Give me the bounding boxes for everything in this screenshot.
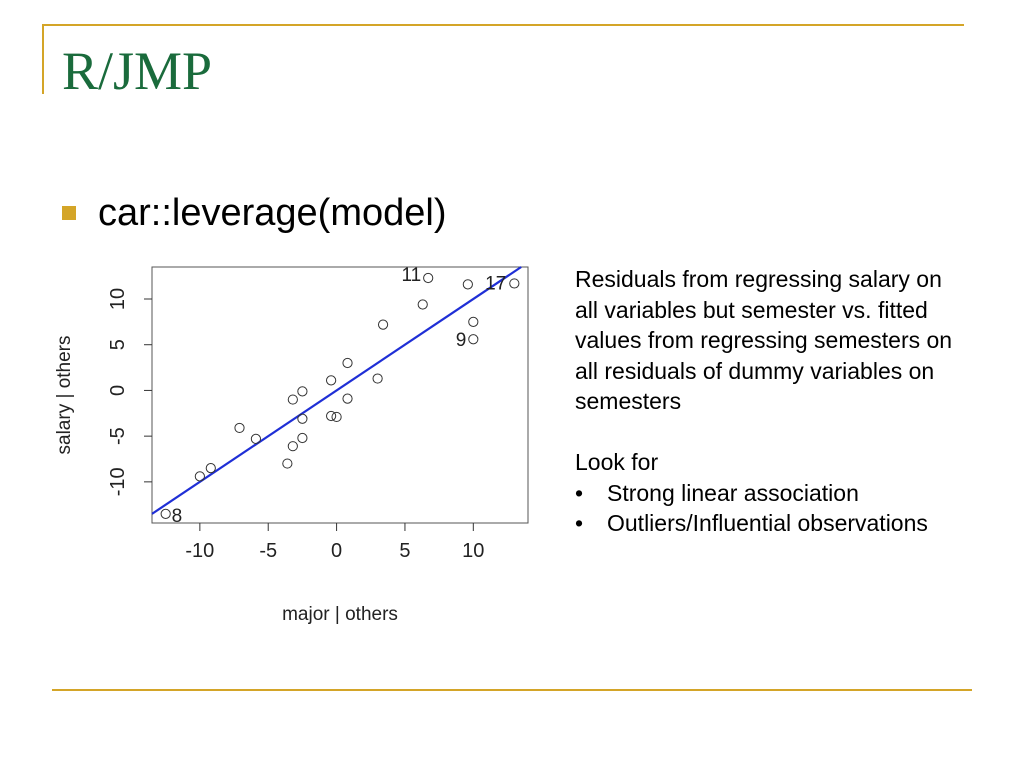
y-axis: -10 -5 0 5 10 <box>107 288 152 496</box>
notes-look-for: Look for <box>575 449 659 475</box>
point-label: 9 <box>456 330 467 351</box>
fit-line <box>151 266 522 515</box>
y-tick-label: 0 <box>107 385 129 396</box>
slide-title: R/JMP <box>62 41 213 101</box>
data-point <box>297 413 308 424</box>
bottom-rule <box>52 689 972 691</box>
data-point <box>331 411 342 423</box>
bullet-item: car::leverage(model) <box>62 188 446 238</box>
x-tick-label: -5 <box>259 540 277 562</box>
bullet-square-icon <box>62 206 76 220</box>
scatter-chart: -10 -5 0 5 10 -10 -5 0 5 10 8 11 9 17 major | other… <box>52 258 552 638</box>
notes-item: Strong linear association <box>575 478 955 509</box>
notes-list: Strong linear association Outliers/Influ… <box>575 478 955 539</box>
data-point <box>417 299 428 310</box>
data-point <box>342 393 353 404</box>
point-label: 8 <box>172 506 183 527</box>
y-tick-label: -10 <box>107 467 129 496</box>
data-point <box>423 272 434 284</box>
y-axis-label: salary | others <box>54 336 75 455</box>
data-point <box>287 394 298 405</box>
fit-line-group <box>151 266 522 515</box>
data-point <box>282 458 293 469</box>
data-point <box>205 463 216 474</box>
data-point <box>468 316 479 327</box>
scatter-plot-svg: -10 -5 0 5 10 -10 -5 0 5 10 8 11 9 17 major | other… <box>54 265 529 625</box>
bullet-text: car::leverage(model) <box>98 191 447 234</box>
data-point <box>462 279 473 290</box>
y-tick-label: -5 <box>107 427 129 445</box>
data-point <box>326 410 337 422</box>
plot-frame <box>151 266 529 524</box>
point-label: 11 <box>401 265 421 286</box>
data-point <box>372 373 383 384</box>
x-tick-label: 5 <box>399 540 410 562</box>
data-point <box>297 386 308 397</box>
title-rule-horizontal <box>42 24 964 26</box>
notes-item: Outliers/Influential observations <box>575 508 955 539</box>
data-point <box>250 433 262 444</box>
data-point <box>509 278 520 289</box>
x-axis: -10 -5 0 5 10 <box>185 523 484 562</box>
notes-description: Residuals from regressing salary on all … <box>575 266 953 414</box>
data-point <box>234 422 245 434</box>
data-point <box>468 334 479 345</box>
x-axis-label: major | others <box>282 604 398 625</box>
data-point <box>160 508 171 519</box>
notes-panel: Residuals from regressing salary on all … <box>575 264 955 539</box>
x-tick-label: 10 <box>462 540 484 562</box>
points-group: 8 11 9 17 <box>160 265 520 527</box>
notes-spacer <box>575 417 955 448</box>
point-label: 17 <box>485 273 506 294</box>
data-point <box>342 357 353 369</box>
x-tick-label: 0 <box>331 540 342 562</box>
data-point <box>194 471 205 482</box>
data-point <box>287 441 298 452</box>
x-tick-label: -10 <box>185 540 214 562</box>
data-point <box>377 319 389 330</box>
data-point <box>326 375 337 386</box>
data-point <box>297 432 308 444</box>
y-tick-label: 10 <box>107 288 129 310</box>
y-tick-label: 5 <box>107 339 129 350</box>
title-rule-vertical <box>42 24 44 94</box>
